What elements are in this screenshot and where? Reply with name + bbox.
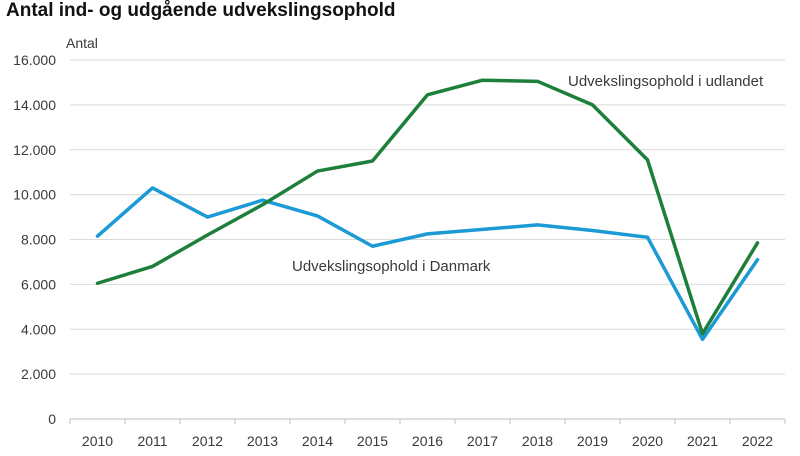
series-line-2	[95, 78, 760, 336]
x-tick-label: 2020	[632, 433, 663, 449]
series-label-2: Udvekslingsophold i udlandet	[568, 73, 764, 90]
y-tick-label: 10.000	[13, 187, 56, 203]
x-tick-label: 2017	[467, 433, 498, 449]
x-tick-label: 2022	[742, 433, 773, 449]
x-tick-label: 2018	[522, 433, 553, 449]
y-axis-label: Antal	[66, 35, 98, 51]
x-tick-label: 2012	[192, 433, 223, 449]
x-tick-label: 2014	[302, 433, 333, 449]
x-tick-label: 2010	[82, 433, 113, 449]
y-tick-label: 14.000	[13, 97, 56, 113]
x-tick-label: 2013	[247, 433, 278, 449]
x-tick-label: 2019	[577, 433, 608, 449]
series-lines	[95, 78, 760, 342]
y-tick-label: 8.000	[21, 232, 56, 248]
y-tick-label: 6.000	[21, 276, 56, 292]
series-line-1	[95, 186, 760, 342]
gridlines	[70, 59, 785, 375]
y-tick-label: 12.000	[13, 142, 56, 158]
y-tick-label: 0	[48, 411, 56, 427]
y-tick-label: 2.000	[21, 366, 56, 382]
x-tick-label: 2016	[412, 433, 443, 449]
x-tick-label: 2021	[687, 433, 718, 449]
x-tick-labels: 2010 2011 2012 2013 2014 2015 2016 2017 2018 2019…	[82, 433, 773, 449]
chart-title: Antal ind- og udgående udvekslingsophold	[6, 0, 396, 21]
x-tick-label: 2011	[137, 433, 167, 449]
x-tick-label: 2015	[357, 433, 388, 449]
axes	[69, 418, 786, 424]
series-label-1: Udvekslingsophold i Danmark	[292, 258, 491, 275]
series-labels: Udvekslingsophold i Danmark Udvekslingsop…	[292, 73, 764, 275]
y-tick-labels: 0 2.000 4.000 6.000 8.000 10.000 12.000 14.000 1…	[13, 52, 56, 427]
y-tick-label: 4.000	[21, 321, 56, 337]
y-tick-label: 16.000	[13, 52, 56, 68]
